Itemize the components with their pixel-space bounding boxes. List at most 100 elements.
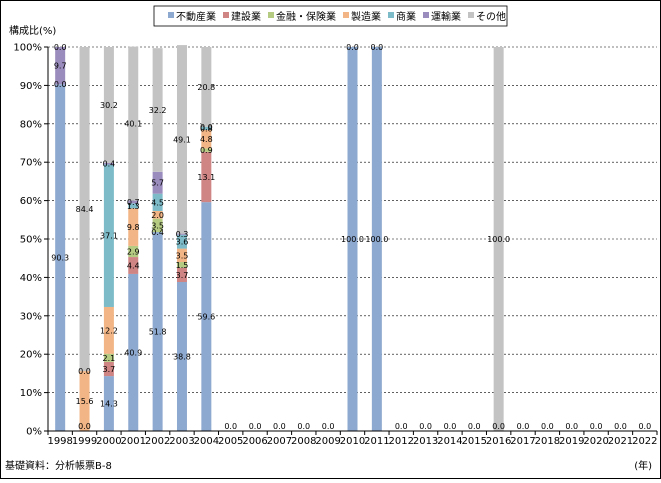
y-tick-label: 40% xyxy=(20,273,42,284)
x-tick-label: 2022 xyxy=(632,436,657,447)
bar-segment xyxy=(103,164,114,307)
bar-segment xyxy=(55,84,66,432)
data-label: 51.8 xyxy=(149,328,167,337)
source-note: 基礎資料：分析帳票B-8 xyxy=(5,461,112,472)
data-label: 0.0 xyxy=(492,422,505,431)
bar-segment xyxy=(201,151,212,203)
data-label: 3.6 xyxy=(176,238,189,247)
bar-segment xyxy=(176,262,187,268)
data-label: 4.5 xyxy=(151,198,164,207)
data-label: 90.3 xyxy=(51,254,69,263)
data-label: 40.9 xyxy=(124,348,142,357)
data-label: 3.5 xyxy=(176,251,189,260)
bar-segment xyxy=(103,353,114,362)
bar-segment xyxy=(201,47,212,127)
data-label: 0.0 xyxy=(444,422,457,431)
y-tick-label: 50% xyxy=(20,235,42,246)
data-label: 3.7 xyxy=(176,271,189,280)
data-label: 0.0 xyxy=(249,422,262,431)
data-label: 3.7 xyxy=(103,365,116,374)
data-label: 0.0 xyxy=(78,422,91,431)
data-label: 5.7 xyxy=(151,179,164,188)
x-tick-label: 2015 xyxy=(462,436,487,447)
y-axis-label: 構成比(%) xyxy=(9,24,56,37)
data-label: 0.4 xyxy=(151,228,164,237)
data-label: 0.0 xyxy=(78,367,91,376)
data-label: 0.0 xyxy=(419,422,432,431)
data-label: 0.0 xyxy=(54,80,67,89)
bar-segment xyxy=(176,248,187,263)
bar-segment xyxy=(152,210,163,219)
legend-label: その他 xyxy=(476,10,506,23)
bar-segment xyxy=(176,267,187,283)
x-tick-label: 2016 xyxy=(486,436,511,447)
x-tick-label: 1999 xyxy=(72,436,97,447)
legend-label: 金融・保険業 xyxy=(276,10,336,23)
data-label: 100.0 xyxy=(487,235,510,244)
data-label: 100.0 xyxy=(341,235,364,244)
legend-swatch xyxy=(468,12,474,18)
data-label: 0.9 xyxy=(200,146,213,155)
x-tick-label: 2020 xyxy=(583,436,608,447)
legend-box xyxy=(153,5,508,27)
x-tick-label: 2018 xyxy=(535,436,560,447)
x-tick-label: 2005 xyxy=(218,436,243,447)
x-tick-label: 2012 xyxy=(388,436,413,447)
data-label: 9.7 xyxy=(54,62,67,71)
data-label: 2.9 xyxy=(127,247,140,256)
y-tick-label: 20% xyxy=(20,350,42,361)
x-tick-label: 2001 xyxy=(121,436,146,447)
data-label: 0.7 xyxy=(127,198,140,207)
data-label: 20.8 xyxy=(197,83,215,92)
bar-segment xyxy=(128,245,139,258)
data-label: 0.0 xyxy=(517,422,530,431)
x-tick-label: 2003 xyxy=(169,436,194,447)
data-label: 0.0 xyxy=(638,422,651,431)
x-tick-label: 2009 xyxy=(315,436,340,447)
bar-segment xyxy=(128,208,139,246)
data-label: 14.3 xyxy=(100,400,118,409)
bar-segment xyxy=(103,47,114,163)
bar-segment xyxy=(176,233,187,235)
x-tick-label: 2007 xyxy=(267,436,292,447)
legend-swatch xyxy=(388,12,394,18)
x-tick-label: 2002 xyxy=(145,436,170,447)
bar-segment xyxy=(152,171,163,194)
data-label: 9.8 xyxy=(127,223,140,232)
data-label: 40.1 xyxy=(124,120,142,129)
bar-segment xyxy=(79,47,90,372)
bar-segment xyxy=(152,193,163,211)
y-tick-label: 30% xyxy=(20,311,42,322)
data-label: 30.2 xyxy=(100,101,118,110)
legend-swatch xyxy=(223,12,229,18)
data-label: 84.4 xyxy=(76,205,94,214)
x-tick-label: 2014 xyxy=(437,436,462,447)
data-label: 32.2 xyxy=(149,106,167,115)
x-tick-label: 2019 xyxy=(559,436,584,447)
y-tick-label: 80% xyxy=(20,119,42,130)
bar-segment xyxy=(103,376,114,431)
legend-label: 商業 xyxy=(396,10,416,23)
data-label: 0.0 xyxy=(565,422,578,431)
x-tick-label: 2000 xyxy=(96,436,121,447)
bar-segment xyxy=(201,129,212,149)
legend-swatch xyxy=(268,12,274,18)
data-label: 59.6 xyxy=(197,313,215,322)
x-tick-label: 1998 xyxy=(47,436,72,447)
bar-segment xyxy=(128,203,139,209)
data-label: 0.0 xyxy=(54,43,67,52)
data-label: 0.3 xyxy=(176,230,189,239)
data-labels: 90.3 0.0 9.7 0.0 0.0 15.6 0.0 84.4 14.3 3.7 2.1 12.… xyxy=(51,43,651,431)
bar-segment xyxy=(201,202,212,431)
legend: 不動産業 建設業 金融・保険業 製造業 商業 運輸業 その他 xyxy=(153,5,508,27)
y-tick-label: 100% xyxy=(13,43,42,54)
data-label: 0.0 xyxy=(614,422,627,431)
bar-segment xyxy=(152,232,163,431)
y-tick-label: 70% xyxy=(20,158,42,169)
data-label: 100.0 xyxy=(365,235,388,244)
legend-swatch xyxy=(168,12,174,18)
data-label: 0.0 xyxy=(200,123,213,132)
bar-segment xyxy=(176,234,187,249)
data-label: 0.4 xyxy=(103,160,116,169)
x-tick-label: 2008 xyxy=(291,436,316,447)
